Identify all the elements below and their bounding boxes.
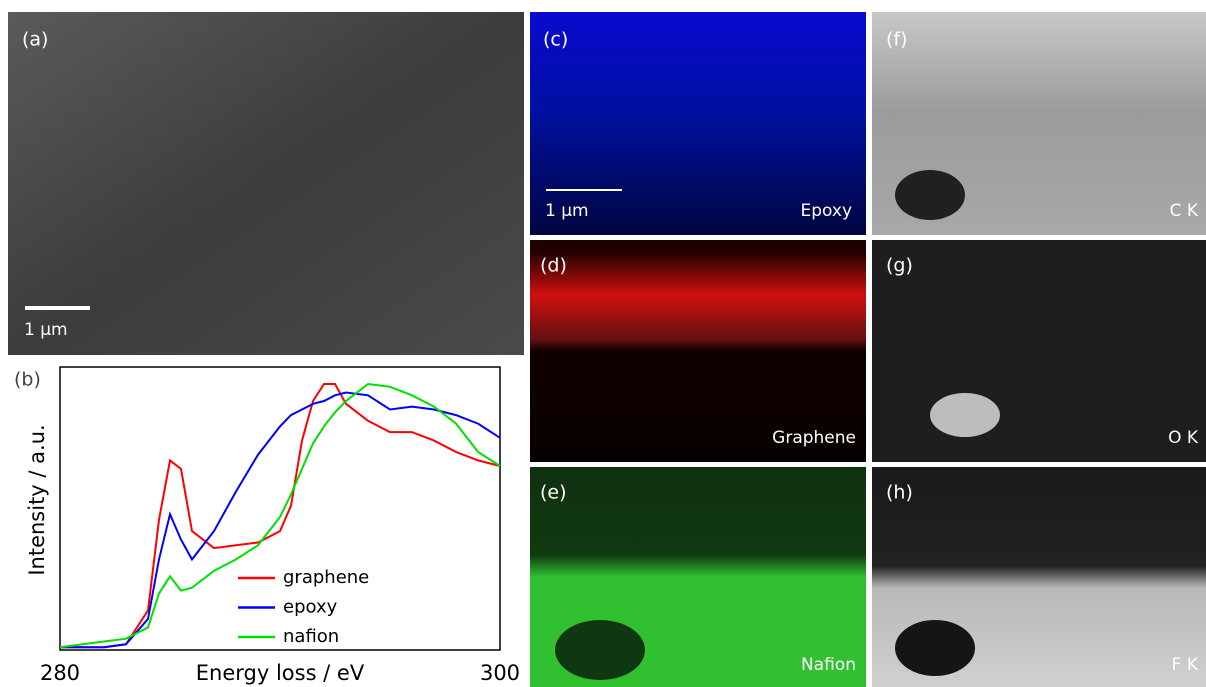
map-caption: C K [1170,201,1199,221]
panel-label: (a) [22,29,48,51]
oxygen-spot [930,393,1000,437]
map-caption: Graphene [772,428,856,448]
map-caption: O K [1168,428,1199,448]
y-axis-label: Intensity / a.u. [25,424,49,575]
panel-label: (b) [14,369,41,391]
sem-image [8,12,524,355]
map-caption: Nafion [801,655,856,675]
map-image [872,240,1206,462]
void [895,620,975,676]
panel-label: (h) [886,482,913,504]
panel-label: (f) [886,29,908,51]
legend-label: epoxy [283,597,338,618]
map-caption: F K [1172,655,1199,675]
panel-c: (c) 1 μm Epoxy [530,12,866,235]
panel-e: (e) Nafion [530,467,866,687]
panel-label: (g) [886,255,913,277]
void [895,170,965,220]
x-tick-label: 280 [40,661,80,685]
figure: (a) 1 μm (c) 1 μm Epoxy (d) Graphene (e)… [0,0,1206,687]
panel-b: (b) Energy loss / eV Intensity / a.u. 28… [8,362,524,687]
panel-label: (e) [540,482,567,504]
panel-g: (g) O K [872,240,1206,462]
panel-label: (d) [540,255,567,277]
panel-d: (d) Graphene [530,240,866,462]
scale-label: 1 μm [545,201,589,221]
legend-label: graphene [283,567,369,588]
x-tick-label: 300 [480,661,520,685]
page: {"panels": [ {"label": "(a)", "scale_bar… [0,0,1206,687]
x-axis-label: Energy loss / eV [196,661,365,685]
void [555,620,645,680]
panel-label: (c) [543,29,568,51]
panel-h: (h) F K [872,467,1206,687]
map-caption: Epoxy [800,201,852,221]
panel-f: (f) C K [872,12,1206,235]
panel-a: (a) 1 μm [8,12,524,355]
scale-label: 1 μm [24,320,68,340]
legend-label: nafion [283,626,339,647]
